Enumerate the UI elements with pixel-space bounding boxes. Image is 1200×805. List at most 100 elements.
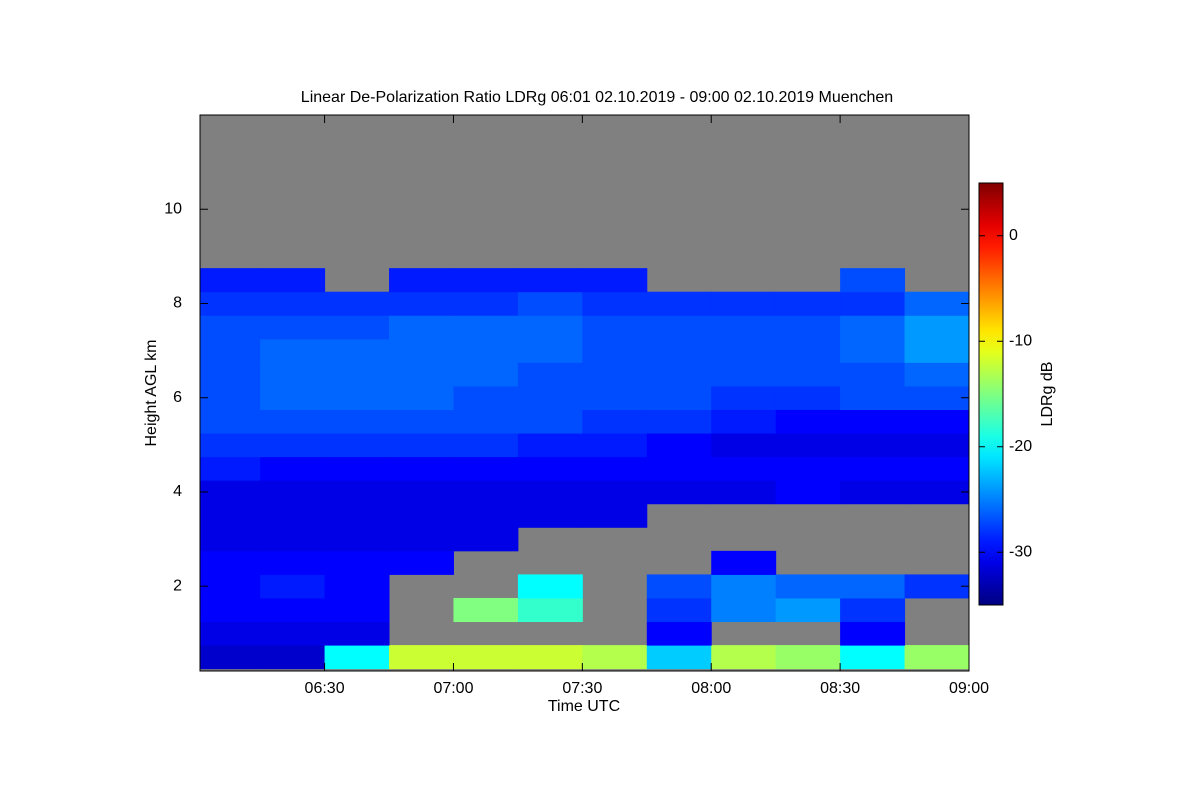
- heatmap-cell: [324, 621, 390, 646]
- y-axis-label: Height AGL km: [143, 339, 160, 446]
- heatmap-cell: [200, 527, 261, 552]
- heatmap-cell: [711, 291, 777, 316]
- heatmap-cell: [200, 480, 261, 505]
- heatmap-cell: [775, 338, 841, 363]
- x-tick-label: 08:00: [691, 680, 731, 697]
- heatmap-cell: [646, 480, 712, 505]
- heatmap-cell: [582, 338, 648, 363]
- heatmap-cell: [775, 456, 841, 481]
- heatmap-cell: [582, 362, 648, 387]
- heatmap-cell: [517, 315, 583, 340]
- heatmap-cell: [260, 503, 326, 528]
- heatmap-cell: [389, 550, 454, 575]
- heatmap-cell: [711, 574, 777, 599]
- x-tick-label: 06:30: [305, 680, 345, 697]
- heatmap-cell: [517, 433, 583, 458]
- heatmap-cell: [904, 480, 969, 505]
- heatmap-cell: [389, 362, 454, 387]
- heatmap-cell: [711, 456, 777, 481]
- heatmap-cell: [582, 433, 648, 458]
- heatmap-cell: [775, 645, 841, 670]
- heatmap-cell: [324, 385, 390, 410]
- heatmap-cell: [453, 291, 519, 316]
- x-tick-label: 09:00: [949, 680, 989, 697]
- y-tick-label: 10: [164, 200, 182, 217]
- heatmap-cell: [200, 433, 261, 458]
- heatmap-cell: [711, 362, 777, 387]
- heatmap-cell: [260, 456, 326, 481]
- heatmap-cell: [517, 338, 583, 363]
- heatmap-cell: [517, 409, 583, 434]
- heatmap-cell: [711, 480, 777, 505]
- heatmap-cell: [711, 433, 777, 458]
- heatmap-cell: [646, 456, 712, 481]
- heatmap-cell: [200, 456, 261, 481]
- heatmap-cell: [582, 409, 648, 434]
- heatmap-cell: [389, 503, 454, 528]
- heatmap-cell: [453, 645, 519, 670]
- heatmap-cell: [260, 480, 326, 505]
- heatmap-cell: [904, 315, 969, 340]
- heatmap-cell: [453, 385, 519, 410]
- heatmap-cell: [646, 433, 712, 458]
- heatmap-cell: [517, 385, 583, 410]
- heatmap-cell: [389, 385, 454, 410]
- heatmap-cell: [389, 338, 454, 363]
- heatmap-cell: [711, 315, 777, 340]
- heatmap-cell: [260, 550, 326, 575]
- colorbar-tick-label: 0: [1009, 227, 1018, 244]
- heatmap-cell: [711, 597, 777, 623]
- x-axis-label: Time UTC: [548, 698, 620, 715]
- heatmap-cell: [646, 574, 712, 599]
- heatmap-cell: [200, 503, 261, 528]
- heatmap-cell: [517, 291, 583, 316]
- heatmap-cell: [389, 409, 454, 434]
- heatmap-cell: [453, 268, 519, 293]
- heatmap-cell: [646, 291, 712, 316]
- heatmap-cell: [517, 362, 583, 387]
- heatmap-cell: [840, 409, 906, 434]
- heatmap-cell: [260, 362, 326, 387]
- colorbar-label: LDRg dB: [1039, 362, 1056, 427]
- heatmap-cell: [324, 433, 390, 458]
- heatmap-cell: [389, 291, 454, 316]
- heatmap-cell: [453, 527, 519, 552]
- heatmap-cell: [324, 645, 390, 670]
- heatmap-cell: [389, 433, 454, 458]
- heatmap-cell: [582, 268, 648, 293]
- heatmap-cell: [260, 621, 326, 646]
- heatmap-cell: [453, 480, 519, 505]
- heatmap-cell: [840, 433, 906, 458]
- plot-frame: [199, 114, 970, 672]
- heatmap-cell: [775, 362, 841, 387]
- heatmap-cell: [260, 645, 326, 670]
- heatmap-cell: [840, 362, 906, 387]
- heatmap-cell: [904, 362, 969, 387]
- heatmap-cell: [324, 315, 390, 340]
- heatmap-cell: [711, 550, 777, 575]
- colorbar-tick-label: -10: [1009, 332, 1032, 349]
- heatmap-cell: [389, 480, 454, 505]
- heatmap-cell: [260, 291, 326, 316]
- chart-title: Linear De-Polarization Ratio LDRg 06:01 …: [301, 89, 893, 106]
- heatmap: [200, 268, 969, 670]
- heatmap-cell: [904, 338, 969, 363]
- heatmap-cell: [775, 597, 841, 623]
- heatmap-cell: [840, 621, 906, 646]
- heatmap-cell: [324, 409, 390, 434]
- heatmap-cell: [260, 597, 326, 623]
- heatmap-cell: [582, 315, 648, 340]
- colorbar-tick-label: -30: [1009, 543, 1032, 560]
- y-tick-label: 4: [173, 483, 182, 500]
- heatmap-cell: [453, 315, 519, 340]
- heatmap-cell: [904, 645, 969, 670]
- heatmap-cell: [582, 645, 648, 670]
- heatmap-cell: [775, 574, 841, 599]
- heatmap-cell: [324, 291, 390, 316]
- heatmap-cell: [200, 597, 261, 623]
- heatmap-cell: [200, 574, 261, 599]
- heatmap-cell: [389, 315, 454, 340]
- heatmap-cell: [389, 268, 454, 293]
- heatmap-cell: [453, 597, 519, 623]
